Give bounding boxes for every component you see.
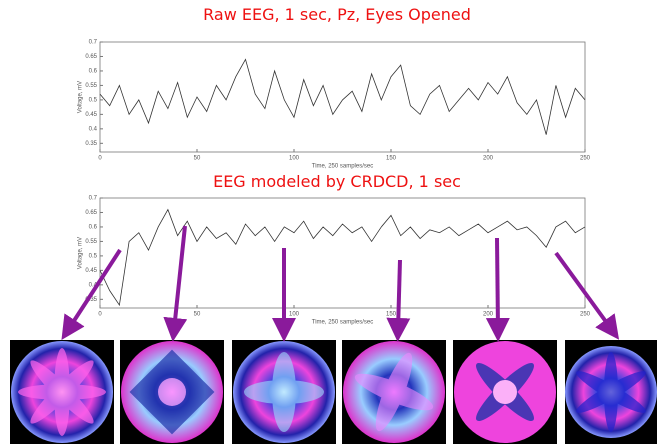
y-tick-label: 0.7 [89,40,98,46]
y-tick-label: 0.5 [89,97,98,103]
arrow [554,251,620,340]
y-axis-label: Voltage, mV [78,81,84,113]
plot-frame [99,41,586,153]
image [120,340,224,444]
y-tick-label: 0.6 [89,69,98,75]
y-tick-label: 0.55 [85,83,97,89]
x-tick-label: 200 [483,312,494,318]
x-tick-label: 0 [98,156,102,162]
arrows [61,225,620,342]
image [565,340,657,444]
y-tick-label: 0.45 [85,112,97,118]
arrow [386,259,411,342]
x-tick-label: 200 [483,156,494,162]
y-axis-label: Voltage, mV [78,237,84,269]
eeg-line [99,208,586,307]
image [453,340,557,444]
charts: Raw EEG, 1 sec, Pz, Eyes Opened 0.35 0.4 0.… [78,5,591,326]
image [342,340,446,444]
x-tick-label: 150 [386,312,397,318]
y-tick-label: 0.7 [89,196,98,202]
y-tick-label: 0.65 [85,54,97,60]
y-tick-label: 0.55 [85,239,97,245]
x-tick-label: 150 [386,156,397,162]
plot-frame [99,197,586,309]
y-tick-label: 0.4 [89,126,98,132]
image [10,340,114,444]
image [232,340,336,444]
y-tick-label: 0.4 [89,282,98,288]
kaleidoscopes [10,340,657,444]
x-tick-label: 250 [580,312,591,318]
y-tick-label: 0.5 [89,253,98,259]
x-tick-label: 50 [194,312,201,318]
y-tick-label: 0.35 [85,141,97,147]
y-tick-label: 0.65 [85,210,97,216]
x-tick-label: 0 [98,312,102,318]
arrow [61,248,122,341]
x-axis-label: Time, 250 samples/sec [312,164,373,170]
arrow [163,225,188,342]
x-tick-label: 50 [194,156,201,162]
x-axis-label: Time, 250 samples/sec [312,320,373,326]
chart-title: Raw EEG, 1 sec, Pz, Eyes Opened [203,5,471,24]
chart-title: EEG modeled by CRDCD, 1 sec [213,172,461,191]
y-tick-label: 0.45 [85,268,97,274]
x-tick-label: 250 [580,156,591,162]
x-tick-label: 100 [289,312,300,318]
y-tick-label: 0.6 [89,225,98,231]
arrow [485,237,510,342]
eeg-line [99,58,586,135]
y-tick-label: 0.35 [85,297,97,303]
x-tick-label: 100 [289,156,300,162]
